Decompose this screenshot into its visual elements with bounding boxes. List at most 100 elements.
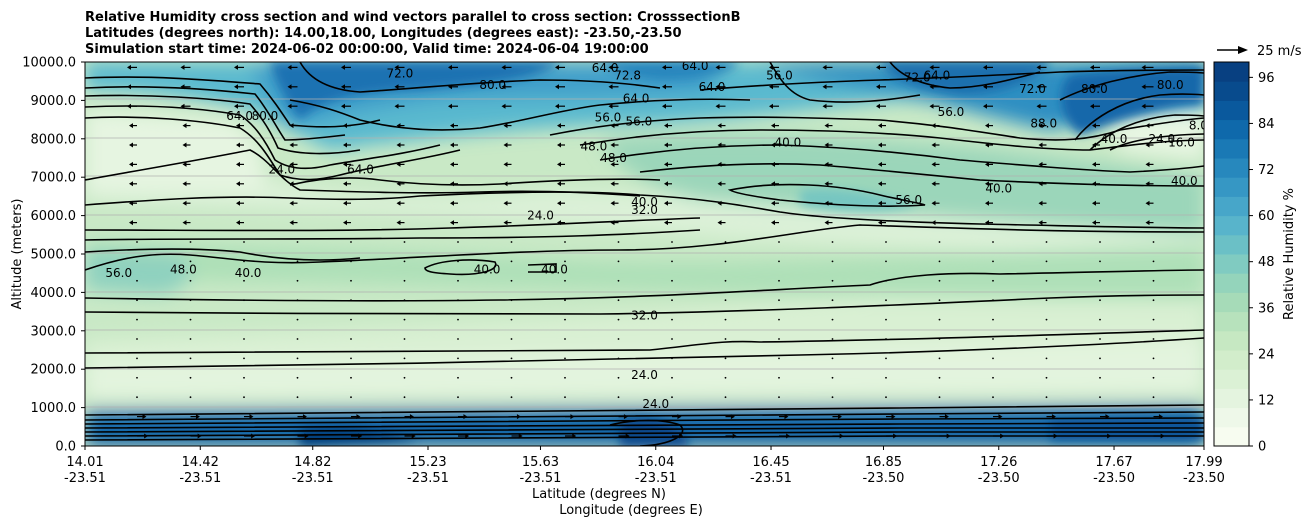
wind-vector (287, 84, 298, 90)
wind-vector (557, 181, 565, 187)
contour-line (1074, 93, 1204, 141)
wind-vector (931, 200, 940, 206)
wind-vector (1045, 260, 1048, 263)
wind-vector (243, 299, 245, 302)
y-tick-label: 8000.0 (31, 132, 77, 147)
wind-vector (403, 357, 406, 360)
wind-vector (457, 318, 459, 321)
wind-vector (450, 200, 458, 206)
colorbar-band (1214, 177, 1249, 197)
wind-vector (931, 220, 940, 226)
wind-vector (992, 299, 994, 302)
wind-vector (557, 220, 565, 226)
wind-vector (243, 318, 245, 321)
wind-vector (715, 84, 726, 90)
wind-vector (1100, 414, 1110, 420)
wind-vector (885, 279, 887, 282)
contour-label: 64.0 (592, 61, 619, 75)
wind-vector (672, 414, 682, 420)
wind-vector (885, 318, 887, 321)
wind-vector (137, 433, 149, 439)
wind-vector (564, 318, 566, 321)
x-tick-label-lon: -23.51 (407, 471, 449, 486)
wind-vector (394, 103, 405, 109)
wind-vector (617, 241, 620, 243)
colorbar-band (1214, 330, 1249, 351)
contour-line (85, 229, 701, 241)
contour-line (289, 98, 751, 131)
wind-vector (243, 260, 245, 263)
x-tick-label-lon: -23.51 (750, 471, 792, 486)
wind-vector (992, 338, 994, 340)
contour-label: 32.0 (631, 203, 658, 217)
contour-label: 88.0 (1030, 116, 1057, 130)
contour-line (1089, 114, 1204, 151)
wind-vector (182, 200, 191, 206)
wind-vector (189, 299, 192, 302)
wind-vector (448, 64, 458, 70)
wind-vector (1038, 123, 1047, 129)
contour-line (889, 62, 1041, 89)
colorbar-band (1214, 292, 1249, 313)
wind-vector (885, 260, 887, 263)
x-tick-label-lat: 16.04 (637, 455, 674, 470)
colorbar-band (1214, 158, 1249, 178)
wind-vector (180, 103, 191, 109)
wind-vector (771, 200, 779, 206)
contour-label: 72.0 (1019, 82, 1046, 96)
wind-vector (610, 181, 619, 187)
wind-vector (564, 396, 566, 399)
wind-vector (931, 161, 940, 167)
wind-vector (555, 103, 565, 109)
colorbar-band (1214, 62, 1249, 82)
contour-label: 24.0 (642, 397, 669, 411)
wind-vector (189, 241, 192, 243)
wind-vector (404, 414, 414, 420)
wind-vector (129, 123, 137, 129)
wind-vector (939, 433, 951, 439)
contour-label: 40.0 (1101, 132, 1128, 146)
wind-vector (724, 318, 727, 321)
colorbar-band (1214, 273, 1249, 293)
wind-vector (182, 220, 191, 226)
wind-vector (878, 161, 886, 167)
wind-vector (190, 414, 200, 420)
wind-vector (938, 357, 941, 360)
contour-label: 24.0 (1148, 132, 1175, 146)
contour-label: 64.0 (924, 68, 951, 82)
wind-vector (771, 161, 779, 167)
x-axis-label-lon: Longitude (degrees E) (559, 503, 703, 518)
x-tick-label-lat: 16.85 (865, 455, 902, 470)
wind-vector (350, 299, 352, 302)
wind-vector (1045, 241, 1048, 243)
wind-vector (234, 84, 244, 90)
wind-vector (341, 103, 351, 109)
wind-vector (1152, 279, 1155, 282)
colorbar-band (1214, 119, 1249, 140)
wind-vector (297, 414, 307, 420)
wind-vector (824, 220, 833, 226)
wind-vector (671, 357, 673, 360)
wind-vector (189, 396, 192, 399)
wind-vector (234, 103, 244, 109)
wind-vector (289, 181, 298, 187)
wind-vector (137, 414, 147, 420)
wind-vector (565, 414, 575, 420)
contour-label: 24.0 (631, 368, 658, 382)
contour-line (85, 422, 1204, 429)
wind-vector (929, 103, 940, 109)
wind-vector (992, 396, 994, 399)
x-tick-label-lon: -23.51 (520, 471, 562, 486)
wind-vector (1046, 433, 1058, 439)
wind-vector (878, 123, 886, 129)
wind-vector (878, 142, 886, 148)
contour-label: 40.0 (985, 182, 1012, 196)
wind-vector (236, 181, 244, 187)
colorbar-tick-label: 36 (1258, 301, 1275, 316)
wind-vector (724, 396, 727, 399)
wind-vector (885, 241, 887, 243)
wind-vector (992, 279, 994, 282)
wind-vector (822, 84, 833, 90)
colorbar-ticks: 0 12 24 36 48 60 72 84 96 (1249, 71, 1275, 455)
wind-vector (931, 181, 940, 187)
